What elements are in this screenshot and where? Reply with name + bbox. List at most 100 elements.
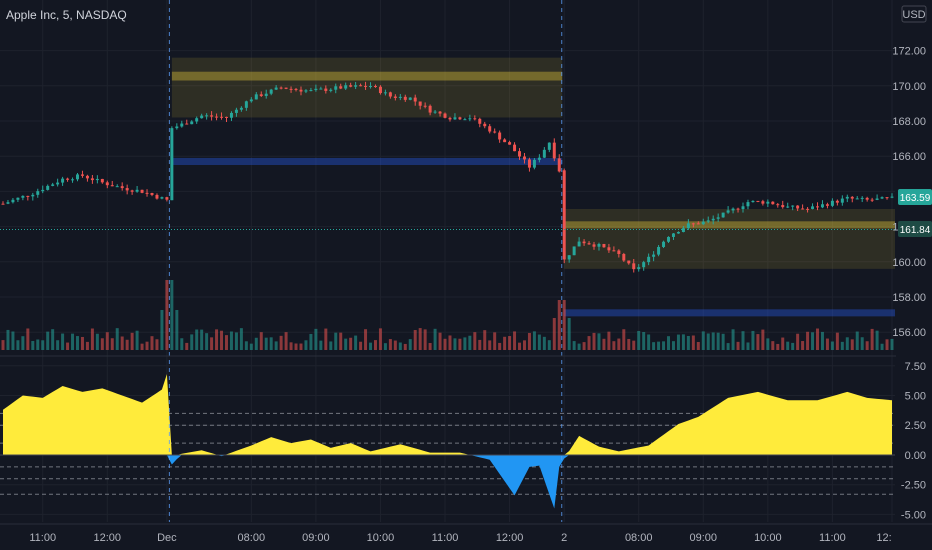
volume-bar xyxy=(264,337,268,350)
price-axis-background xyxy=(896,0,932,524)
volume-bar xyxy=(811,332,815,350)
volume-bar xyxy=(726,343,730,350)
volume-bar xyxy=(667,336,671,350)
current-price-badge xyxy=(898,189,932,205)
candle-body xyxy=(552,142,556,159)
crosshair-price-badge xyxy=(898,221,932,237)
volume-bar xyxy=(478,339,482,350)
candle-body xyxy=(51,184,55,186)
candle-body xyxy=(681,228,685,233)
candle-body xyxy=(354,85,358,87)
candle-body xyxy=(339,86,343,89)
candle-body xyxy=(706,220,710,222)
zone-yellow xyxy=(171,57,563,118)
volume-bar xyxy=(36,339,40,350)
price-axis[interactable]: USD 156.00158.00160.00162.00166.00168.00… xyxy=(892,0,932,524)
candle-body xyxy=(493,131,497,133)
volume-bar xyxy=(552,318,556,350)
volume-bar xyxy=(398,342,402,350)
symbol-title[interactable]: Apple Inc, 5, NASDAQ xyxy=(6,8,127,22)
volume-bar xyxy=(329,341,333,350)
volume-bar xyxy=(657,341,661,350)
volume-bar xyxy=(627,338,631,350)
candle-body xyxy=(771,201,775,205)
volume-bar xyxy=(344,338,348,350)
volume-bar xyxy=(26,328,30,350)
candle-body xyxy=(71,179,75,181)
volume-bar xyxy=(125,339,129,350)
candle-body xyxy=(11,199,15,203)
volume-bar xyxy=(647,334,651,350)
candle-body xyxy=(840,198,844,203)
candle-body xyxy=(195,118,199,122)
currency-badge[interactable] xyxy=(901,5,927,23)
volume-bar xyxy=(408,339,412,350)
candle-body xyxy=(691,223,695,225)
volume-bar xyxy=(11,331,15,350)
time-tick-label: Dec xyxy=(157,532,177,544)
volume-bar xyxy=(229,331,233,350)
candle-body xyxy=(76,174,79,180)
volume-bar xyxy=(443,338,447,350)
volume-bar xyxy=(175,310,179,350)
volume-bar xyxy=(120,336,124,350)
volume-bar xyxy=(304,340,308,350)
candle-body xyxy=(547,142,551,150)
candle-body xyxy=(6,202,10,204)
volume-bar xyxy=(612,341,616,350)
volume-bar xyxy=(577,343,581,350)
candle-body xyxy=(875,198,879,200)
volume-bar xyxy=(66,342,70,350)
candle-body xyxy=(200,115,204,119)
price-tick-label: 172.00 xyxy=(892,46,926,58)
candle-body xyxy=(334,86,338,90)
candle-body xyxy=(428,105,432,113)
volume-bar xyxy=(537,334,541,350)
candle-body xyxy=(205,115,209,117)
volume-bar xyxy=(145,341,149,350)
candle-body xyxy=(180,123,184,127)
crosshair-price-label: 161.84 xyxy=(900,225,931,236)
volume-bar xyxy=(870,328,874,350)
volume-bar xyxy=(339,332,343,350)
time-axis[interactable]: 11:00 12:00 Dec 08:00 09:00 10:00 11:00 12:00 2 0… xyxy=(0,523,932,550)
volume-bar xyxy=(388,339,392,350)
time-tick-label: 08:00 xyxy=(238,532,266,544)
volume-bar xyxy=(324,328,328,350)
oscillator-positive-area xyxy=(3,374,892,455)
volume-bar xyxy=(771,341,775,350)
volume-bar xyxy=(269,337,273,350)
candle-body xyxy=(229,112,233,118)
oscillator-tick-labels: 7.50 5.00 2.50 0.00 -2.50 -5.00 xyxy=(901,361,926,522)
volume-bar xyxy=(21,336,25,350)
volume-bar xyxy=(100,338,104,350)
volume-bar xyxy=(825,338,829,350)
candle-body xyxy=(602,243,606,248)
volume-bar xyxy=(95,333,99,350)
candle-body xyxy=(36,191,40,195)
candle-body xyxy=(865,197,869,200)
volume-bar xyxy=(170,280,174,350)
volume-bar xyxy=(607,331,611,350)
candle-body xyxy=(632,263,636,270)
candle-body xyxy=(577,241,581,247)
volume-bar xyxy=(349,337,353,350)
candle-body xyxy=(56,182,60,185)
volume-bar xyxy=(51,329,55,350)
candle-body xyxy=(249,99,253,102)
candle-body xyxy=(125,188,129,191)
volume-bar xyxy=(185,342,189,350)
volume-bar xyxy=(249,343,253,350)
candle-body xyxy=(801,208,805,210)
volume-bar xyxy=(766,338,770,350)
candle-body xyxy=(289,88,293,90)
volume-bar xyxy=(498,342,502,350)
candle-body xyxy=(210,115,214,117)
volume-bar xyxy=(845,337,849,350)
candle-body xyxy=(369,86,373,88)
volume-bar xyxy=(90,328,94,350)
volume-bar xyxy=(875,330,879,350)
candle-body xyxy=(304,90,308,92)
candle-body xyxy=(726,210,730,213)
